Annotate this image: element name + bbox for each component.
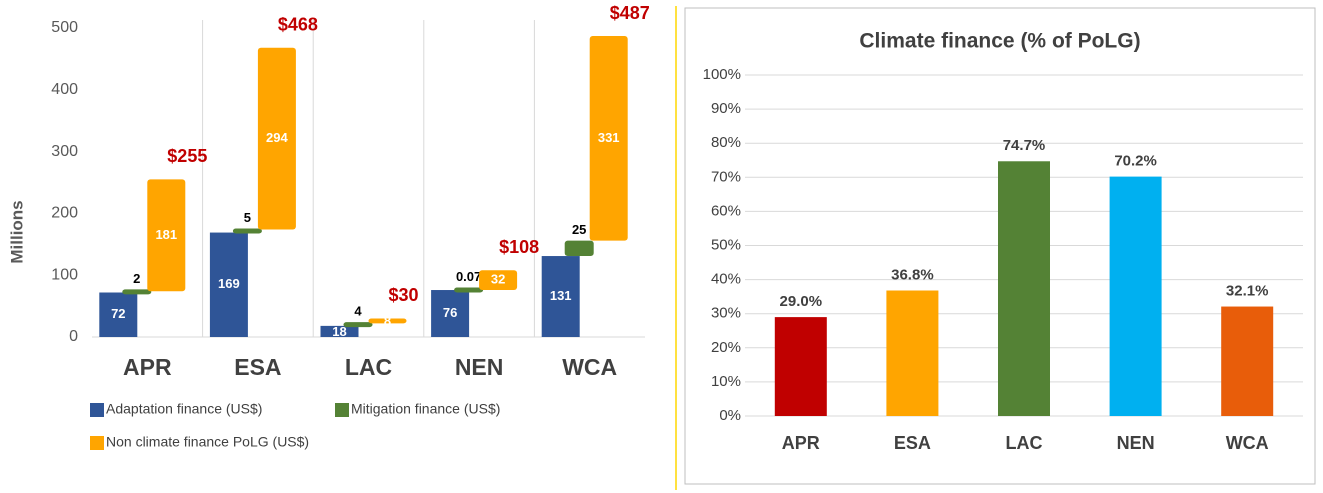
y-tick-label: 100% [703,66,741,83]
data-label: 294 [266,130,288,145]
legend-label: Adaptation finance (US$) [106,401,262,417]
bar-segment [454,287,484,293]
bar-segment [147,179,186,292]
y-tick-label: 90% [711,100,741,117]
y-tick-label: 70% [711,168,741,185]
bar-segment [368,318,407,324]
total-label: $487 [610,3,650,23]
legend-label: Mitigation finance (US$) [351,401,500,417]
x-tick-label: LAC [1006,433,1043,453]
bar-segment [431,290,470,337]
data-label: 70.2% [1114,153,1157,170]
bar-segment [589,36,628,241]
bar-segment [541,256,580,337]
y-tick-label: 300 [51,143,78,160]
total-label: $30 [389,285,419,305]
x-tick-label: LAC [345,354,392,380]
x-tick-label: NEN [455,354,504,380]
x-tick-label: ESA [894,433,931,453]
data-label: 331 [598,130,620,145]
data-label: 131 [550,288,572,303]
legend-swatch [90,436,104,450]
y-tick-label: 30% [711,305,741,322]
bar [886,290,939,416]
y-tick-label: 0 [69,328,78,345]
data-label: 2 [133,271,140,286]
total-label: $255 [167,146,207,166]
x-tick-label: WCA [1226,433,1269,453]
legend-swatch [90,403,104,417]
y-axis-label: Millions [7,200,26,263]
data-label: 18 [332,324,346,339]
y-tick-label: 10% [711,373,741,390]
x-tick-label: APR [782,433,820,453]
legend-swatch [335,403,349,417]
bar-segment [122,289,152,295]
x-tick-label: NEN [1117,433,1155,453]
bar-segment [320,325,359,337]
bar [1109,176,1162,416]
y-tick-label: 200 [51,205,78,222]
data-label: 29.0% [780,293,823,310]
bar-segment [343,322,373,328]
data-label: 74.7% [1003,137,1046,154]
legend-label: Non climate finance PoLG (US$) [106,434,309,450]
chart-title: Climate finance (% of PoLG) [859,30,1140,53]
x-tick-label: ESA [234,354,281,380]
data-label: 5 [244,210,251,225]
data-label: 4 [354,304,362,319]
data-label: 76 [443,305,457,320]
data-label: 0.07 [456,269,481,284]
bar-segment [209,232,248,337]
y-tick-label: 20% [711,339,741,356]
y-tick-label: 60% [711,202,741,219]
data-label: 181 [155,227,177,242]
bar-segment [479,270,518,290]
bar [1221,306,1274,416]
data-label: 32 [491,272,505,287]
y-tick-label: 400 [51,81,78,98]
total-label: $468 [278,15,318,35]
data-label: 32.1% [1226,283,1269,300]
data-label: 169 [218,276,240,291]
y-tick-label: 100 [51,266,78,283]
y-tick-label: 500 [51,19,78,36]
x-tick-label: APR [123,354,172,380]
data-label: 8 [384,313,391,328]
x-tick-label: WCA [562,354,617,380]
data-label: 72 [111,306,125,321]
data-label: 25 [572,222,586,237]
y-tick-label: 50% [711,236,741,253]
total-label: $108 [499,237,539,257]
bar [774,317,827,416]
bar-segment [99,292,138,337]
y-tick-label: 0% [719,407,741,424]
bar-segment [232,228,262,234]
bar [998,161,1050,416]
y-tick-label: 40% [711,271,741,288]
data-label: 36.8% [891,266,934,283]
bar-segment [564,240,594,257]
y-tick-label: 80% [711,134,741,151]
bar-segment [257,47,296,230]
